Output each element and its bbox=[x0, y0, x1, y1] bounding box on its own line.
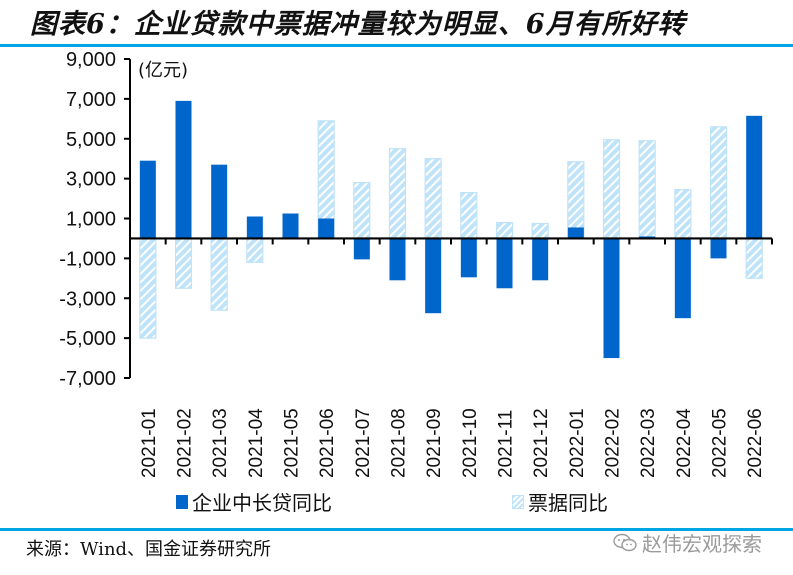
y-tick-label: -7,000 bbox=[59, 368, 116, 390]
legend-swatch-solid bbox=[176, 494, 188, 509]
y-axis: 9,000 7,000 5,000 3,000 1,000 -1,000 -3,000 -5,… bbox=[59, 49, 131, 390]
wechat-icon bbox=[613, 533, 637, 551]
x-tick-label: 2021-02 bbox=[175, 408, 196, 478]
bar-hatched-2021-10 bbox=[460, 191, 478, 240]
y-tick-label: 1,000 bbox=[66, 209, 116, 231]
title-divider bbox=[0, 44, 793, 47]
bar-solid-2021-10 bbox=[460, 238, 477, 278]
bar-solid-2021-06 bbox=[318, 218, 335, 239]
y-tick-label: 3,000 bbox=[66, 169, 116, 191]
x-tick-label: 2021-12 bbox=[531, 408, 552, 478]
x-axis: 2021-01 2021-02 2021-03 2021-04 2021-05 2021-… bbox=[130, 237, 773, 478]
y-tick-label: -3,000 bbox=[59, 288, 116, 310]
bar-hatched-2021-01 bbox=[139, 237, 157, 339]
x-tick-label: 2022-05 bbox=[710, 408, 731, 478]
x-tick-label: 2022-01 bbox=[567, 408, 588, 478]
y-tick-label: 9,000 bbox=[66, 49, 116, 71]
bar-solid-2022-02 bbox=[603, 238, 620, 359]
bar-hatched-2022-06 bbox=[745, 237, 763, 279]
bars bbox=[139, 100, 763, 359]
x-tick-label: 2022-03 bbox=[638, 408, 659, 478]
bar-chart: 9,000 7,000 5,000 3,000 1,000 -1,000 -3,000 -5,… bbox=[59, 49, 773, 478]
legend-item-solid: 企业中长贷同比 bbox=[176, 487, 332, 516]
legend-item-hatched: 票据同比 bbox=[512, 487, 608, 516]
x-tick-label: 2021-11 bbox=[496, 410, 517, 478]
bar-hatched-2021-12 bbox=[531, 222, 549, 240]
unit-label: (亿元) bbox=[138, 60, 188, 81]
legend: 企业中长贷同比 票据同比 bbox=[0, 487, 793, 517]
y-tick-label: 5,000 bbox=[66, 129, 116, 151]
watermark: 赵伟宏观探索 bbox=[612, 528, 762, 557]
bar-hatched-2021-08 bbox=[388, 148, 407, 240]
chart-title: 图表6：企业贷款中票据冲量较为明显、6月有所好转 bbox=[30, 9, 686, 40]
bar-hatched-2021-07 bbox=[353, 182, 371, 240]
bar-hatched-2022-02 bbox=[602, 139, 621, 240]
bar-hatched-2021-03 bbox=[210, 237, 228, 311]
x-tick-label: 2021-08 bbox=[389, 408, 410, 478]
bar-solid-2021-11 bbox=[496, 238, 513, 289]
bar-solid-2021-08 bbox=[389, 238, 406, 281]
bar-solid-2021-07 bbox=[353, 238, 370, 260]
x-tick-label: 2022-04 bbox=[674, 408, 695, 478]
legend-swatch-hatched bbox=[512, 494, 524, 509]
bar-solid-2021-04 bbox=[246, 216, 263, 239]
bar-solid-2021-02 bbox=[175, 100, 192, 239]
x-tick-label: 2021-10 bbox=[460, 408, 481, 478]
x-tick-label: 2021-04 bbox=[246, 408, 267, 478]
y-tick-label: 7,000 bbox=[66, 89, 116, 111]
source-note: 来源：Wind、国金证券研究所 bbox=[26, 539, 272, 560]
bar-solid-2021-12 bbox=[532, 238, 549, 281]
bar-hatched-2021-11 bbox=[495, 221, 514, 240]
legend-label-solid: 企业中长贷同比 bbox=[192, 491, 332, 515]
bar-solid-2021-09 bbox=[425, 238, 442, 314]
x-tick-label: 2021-03 bbox=[210, 408, 231, 478]
bar-hatched-2021-02 bbox=[174, 237, 193, 289]
x-tick-label: 2022-02 bbox=[603, 408, 624, 478]
bar-hatched-2022-03 bbox=[638, 140, 656, 240]
bar-solid-2021-05 bbox=[282, 213, 299, 239]
footer-divider bbox=[0, 528, 793, 531]
x-tick-label: 2022-06 bbox=[745, 408, 766, 478]
bar-solid-2021-03 bbox=[211, 164, 228, 239]
x-tick-label: 2021-07 bbox=[353, 408, 374, 478]
x-tick-label: 2021-06 bbox=[317, 408, 338, 478]
bar-solid-2021-01 bbox=[139, 160, 156, 239]
y-tick-label: -5,000 bbox=[59, 328, 116, 350]
legend-label-hatched: 票据同比 bbox=[528, 491, 608, 515]
bar-hatched-2022-05 bbox=[709, 126, 728, 240]
bar-hatched-2022-04 bbox=[674, 188, 692, 240]
x-tick-label: 2021-09 bbox=[424, 408, 445, 478]
x-tick-label: 2021-01 bbox=[139, 408, 160, 478]
y-tick-label: -1,000 bbox=[59, 248, 116, 270]
bar-solid-2022-04 bbox=[674, 238, 691, 319]
bar-hatched-2021-09 bbox=[424, 158, 442, 240]
bar-hatched-2021-04 bbox=[246, 237, 264, 263]
bar-solid-2022-01 bbox=[567, 227, 584, 239]
bar-solid-2022-06 bbox=[746, 115, 763, 239]
x-tick-label: 2021-05 bbox=[282, 408, 303, 478]
watermark-text: 赵伟宏观探索 bbox=[642, 534, 762, 556]
bar-solid-2022-05 bbox=[710, 238, 727, 259]
bar-hatched-2022-01 bbox=[567, 161, 585, 240]
